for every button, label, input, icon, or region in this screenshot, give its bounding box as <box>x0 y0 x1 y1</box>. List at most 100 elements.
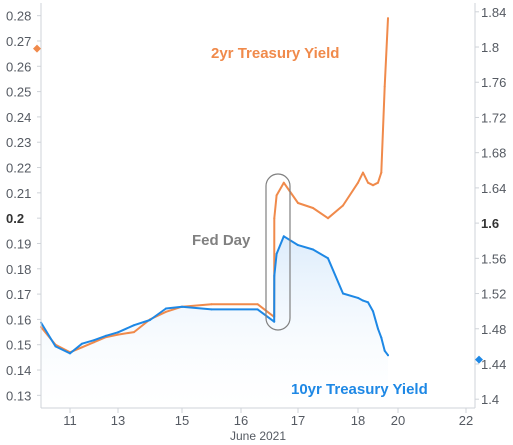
right-axis-tick-label: 1.76 <box>481 75 506 90</box>
data-point-2yr <box>327 217 329 220</box>
left-axis-tick-label: 0.14 <box>6 363 31 378</box>
data-point-10yr <box>81 342 83 345</box>
right-axis-tick-label: 1.72 <box>481 110 506 125</box>
data-point-2yr <box>377 181 379 184</box>
data-point-2yr <box>367 181 369 184</box>
data-point-2yr <box>297 202 299 204</box>
x-axis-tick-label: 15 <box>175 413 189 428</box>
data-point-2yr <box>256 303 259 306</box>
left-axis-tick-label: 0.19 <box>6 236 31 251</box>
left-axis-tick-label: 0.21 <box>6 186 31 201</box>
data-point-10yr <box>327 257 329 260</box>
data-point-2yr <box>133 331 135 334</box>
right-axis-tick-label: 1.52 <box>481 287 506 302</box>
data-point-10yr <box>275 252 278 255</box>
current-value-marker-left <box>33 44 41 53</box>
x-axis-ticks: 11 13 15 16 17 18 20 22 <box>63 408 473 428</box>
right-axis-tick-label: 1.6 <box>481 216 499 231</box>
data-point-10yr <box>342 292 344 295</box>
data-point-10yr <box>383 349 386 352</box>
data-point-10yr <box>367 301 369 304</box>
data-point-10yr <box>282 235 285 238</box>
annotation-10yr: 10yr Treasury Yield <box>291 381 428 398</box>
right-axis-tick-label: 1.48 <box>481 322 506 337</box>
data-point-2yr <box>380 171 383 174</box>
data-point-10yr <box>165 307 167 310</box>
data-point-10yr <box>93 339 95 342</box>
left-axis-tick-label: 0.16 <box>6 312 31 327</box>
right-axis-tick-label: 1.64 <box>481 181 506 196</box>
series-layer <box>40 17 389 357</box>
right-axis-tick-label: 1.56 <box>481 251 506 266</box>
data-point-10yr <box>387 354 389 357</box>
left-axis-tick-label: 0.26 <box>6 59 31 74</box>
data-point-10yr <box>372 310 374 313</box>
right-axis-tick-label: 1.68 <box>481 146 506 161</box>
x-axis-tick-label: 18 <box>351 413 365 428</box>
x-axis-tick-label: 20 <box>391 413 405 428</box>
data-point-2yr <box>117 333 119 336</box>
data-point-2yr <box>282 181 285 184</box>
data-point-10yr <box>210 308 213 311</box>
fed-day-highlight <box>265 173 291 331</box>
area-layer <box>41 236 388 408</box>
data-point-10yr <box>377 327 379 330</box>
data-point-2yr <box>165 310 167 313</box>
data-point-2yr <box>387 17 389 20</box>
left-axis-tick-label: 0.23 <box>6 135 31 150</box>
left-axis-tick-label: 0.27 <box>6 34 31 49</box>
data-point-2yr <box>93 341 95 344</box>
data-point-2yr <box>81 346 83 349</box>
left-axis-tick-label: 0.24 <box>6 110 31 125</box>
right-axis-tick-label: 1.44 <box>481 357 506 372</box>
x-axis-tick-label: 22 <box>459 413 473 428</box>
data-point-10yr <box>105 334 107 337</box>
left-axis-tick-label: 0.25 <box>6 85 31 100</box>
x-axis-tick-label: 11 <box>63 413 77 428</box>
data-point-10yr <box>380 336 383 339</box>
annotation-2yr: 2yr Treasury Yield <box>211 45 339 62</box>
data-point-2yr <box>383 85 386 88</box>
data-point-2yr <box>357 181 359 184</box>
data-point-2yr <box>362 171 364 174</box>
left-axis-tick-label: 0.28 <box>6 9 31 24</box>
data-point-10yr <box>357 296 359 299</box>
current-value-marker-right <box>475 355 483 364</box>
data-point-10yr <box>54 345 57 348</box>
data-point-2yr <box>372 184 374 187</box>
left-axis-tick-label: 0.15 <box>6 338 31 353</box>
data-point-2yr <box>342 204 344 207</box>
x-axis-tick-label: 17 <box>291 413 305 428</box>
data-point-10yr <box>256 308 259 311</box>
left-axis-tick-label: 0.17 <box>6 287 31 302</box>
series-area-10yr <box>41 236 388 408</box>
data-point-2yr <box>312 207 314 209</box>
data-point-10yr <box>149 319 151 321</box>
x-axis-label: June 2021 <box>230 429 286 443</box>
x-axis-tick-label: 16 <box>234 413 248 428</box>
left-axis-tick-label: 0.13 <box>6 388 31 403</box>
left-axis-tick-label: 0.2 <box>6 211 24 226</box>
data-point-10yr <box>133 324 135 327</box>
data-point-10yr <box>181 305 183 308</box>
right-axis-tick-label: 1.84 <box>481 5 506 20</box>
left-axis-tick-label: 0.22 <box>6 161 31 176</box>
data-point-10yr <box>117 331 119 334</box>
x-axis-tick-label: 13 <box>111 413 125 428</box>
data-point-10yr <box>362 299 364 302</box>
data-point-2yr <box>273 217 276 220</box>
left-axis-tick-label: 0.18 <box>6 262 31 277</box>
data-point-10yr <box>312 248 314 251</box>
annotation-fed-day: Fed Day <box>192 232 251 249</box>
right-axis-tick-label: 1.8 <box>481 40 499 55</box>
data-point-10yr <box>69 352 71 355</box>
data-point-10yr <box>273 274 276 277</box>
data-point-10yr <box>273 320 276 323</box>
data-point-2yr <box>275 194 278 197</box>
right-axis-tick-label: 1.4 <box>481 392 499 407</box>
right-axis-ticks: 1.4 1.44 1.48 1.52 1.56 1.6 1.64 1.68 1.72 1.76 1.… <box>475 5 506 407</box>
data-point-10yr <box>297 244 299 247</box>
left-axis-ticks: 0.13 0.14 0.15 0.16 0.17 0.18 0.19 0.2 0.21 0.22 0… <box>6 9 41 403</box>
